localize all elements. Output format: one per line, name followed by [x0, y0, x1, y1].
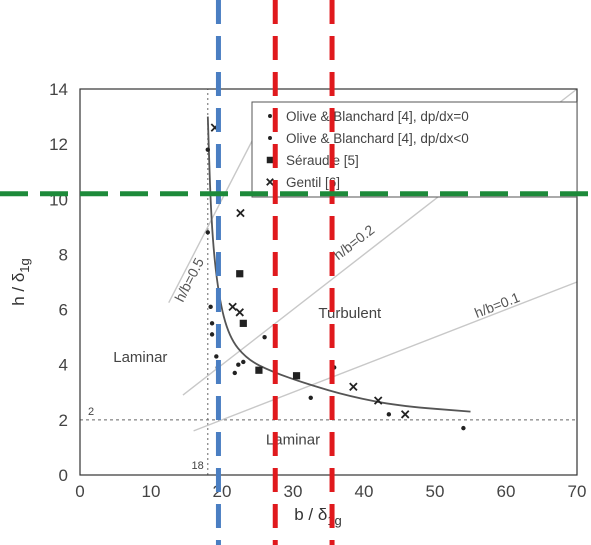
legend-label-0: Olive & Blanchard [4], dp/dx=0 — [286, 109, 469, 124]
data-point-s0-2 — [208, 304, 213, 310]
ratio-line-2 — [193, 281, 578, 432]
legend-marker-3 — [266, 178, 274, 186]
x-tick-label-6: 60 — [497, 482, 516, 501]
y-tick-label-3: 6 — [59, 301, 68, 320]
region-label-2: Laminar — [266, 432, 320, 449]
data-point-s3-3 — [235, 308, 244, 317]
ratio-label-0: h/b=0.5 — [171, 255, 207, 304]
data-point-s0-3 — [209, 321, 215, 326]
plot-frame — [79, 88, 578, 476]
legend: Olive & Blanchard [4], dp/dx=0 Olive & B… — [251, 101, 578, 198]
data-point-s3-5 — [373, 396, 383, 405]
region-label-1: Turbulent — [318, 305, 382, 322]
legend-marker-2 — [266, 156, 274, 164]
x-tick-label-7: 70 — [568, 482, 587, 501]
ratio-line-0 — [168, 116, 266, 303]
y-tick-label-7: 14 — [49, 80, 68, 99]
x-tick-label-4: 40 — [355, 482, 374, 501]
reference-label-horizontal: 2 — [88, 406, 94, 418]
data-point-s3-2 — [228, 302, 237, 312]
data-point-s0-7 — [262, 334, 267, 340]
region-label-0: Laminar — [113, 349, 167, 366]
y-tick-label-1: 2 — [59, 411, 68, 430]
legend-marker-0 — [268, 114, 272, 118]
x-tick-label-0: 0 — [75, 482, 84, 501]
y-tick-label-2: 4 — [59, 356, 68, 375]
x-tick-label-3: 30 — [284, 482, 303, 501]
data-point-s2-3 — [292, 372, 301, 380]
data-point-s0-10 — [461, 425, 466, 431]
y-tick-label-6: 12 — [49, 135, 68, 154]
data-point-s1-2 — [241, 359, 246, 365]
y-tick-label-4: 8 — [59, 245, 68, 264]
legend-label-3: Gentil [6] — [286, 175, 340, 190]
y-axis-label: h / δ1g — [9, 258, 32, 306]
data-point-s0-4 — [214, 354, 219, 359]
x-axis-label: b / δ1g — [294, 505, 342, 528]
data-point-s0-6 — [236, 362, 241, 367]
data-point-s1-0 — [209, 332, 215, 337]
x-tick-label-5: 50 — [426, 482, 445, 501]
data-point-s0-8 — [308, 395, 313, 400]
ratio-label-2: h/b=0.1 — [472, 289, 522, 321]
data-point-s2-0 — [236, 270, 244, 278]
data-points-layer — [205, 123, 466, 431]
legend-box — [251, 101, 578, 198]
x-tick-label-2: 20 — [213, 482, 232, 501]
ratio-label-1: h/b=0.2 — [330, 221, 377, 263]
reference-label-vertical: 18 — [192, 460, 204, 472]
annotation-labels-layer: 2 18 h/b=0.5 h/b=0.2 h/b=0.1 Laminar Turbulent… — [88, 221, 522, 472]
legend-marker-1 — [268, 136, 272, 140]
data-point-s2-2 — [255, 366, 263, 374]
boundary-curve — [206, 116, 471, 413]
x-tick-label-1: 10 — [142, 482, 161, 501]
y-tick-label-0: 0 — [59, 466, 68, 485]
data-point-s0-0 — [205, 147, 210, 152]
data-point-s0-5 — [232, 370, 237, 376]
chart-reference-layer — [80, 89, 577, 475]
data-point-s0-9 — [386, 412, 392, 417]
boundary-curve-layer — [206, 116, 471, 413]
data-point-s3-4 — [349, 382, 358, 392]
data-point-s2-1 — [239, 319, 247, 327]
data-point-s0-1 — [205, 230, 210, 235]
legend-label-1: Olive & Blanchard [4], dp/dx<0 — [286, 131, 469, 146]
data-point-s3-1 — [236, 208, 245, 218]
data-point-s3-6 — [400, 410, 410, 419]
legend-label-2: Séraudie [5] — [286, 153, 359, 168]
